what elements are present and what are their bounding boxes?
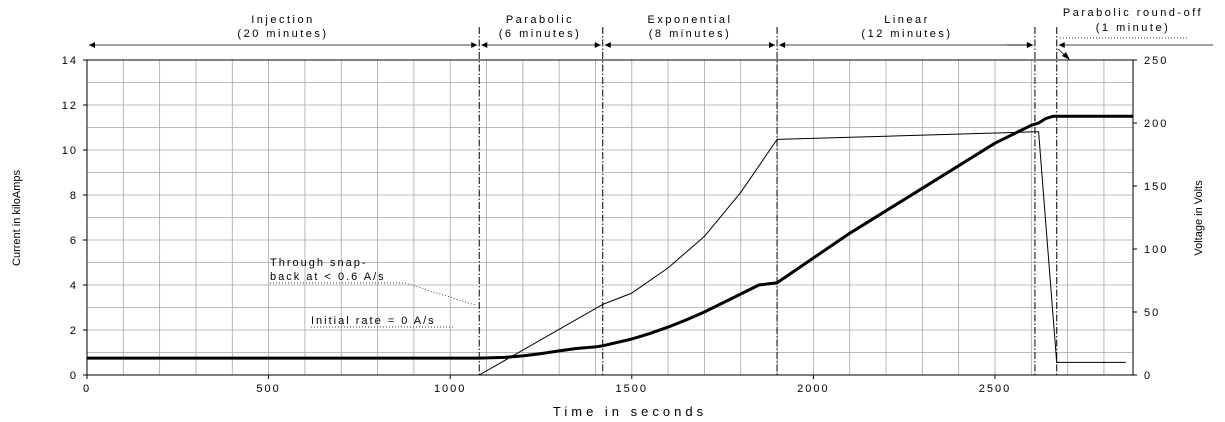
phase-header: Injection (20 minutes) Parabolic (6 minu… <box>89 7 1213 60</box>
phase-roundoff-name: Parabolic round-off <box>1063 7 1203 19</box>
x-tick-label: 2500 <box>979 383 1011 395</box>
annotation-snapback-leader <box>270 282 476 306</box>
phase-injection-name: Injection <box>251 14 314 26</box>
y-tick-label: 14 <box>62 55 78 67</box>
plot-frame <box>86 59 1134 376</box>
phase-injection-duration: (20 minutes) <box>237 28 328 40</box>
y-tick-label: 12 <box>62 100 78 112</box>
y2-tick-label: 250 <box>1144 55 1168 67</box>
y2-tick-label: 150 <box>1144 181 1168 193</box>
phase-arrow-head <box>89 42 95 48</box>
phase-arrow-head <box>1058 42 1065 48</box>
voltage-series-line <box>87 131 1126 376</box>
phase-arrows <box>89 42 1213 60</box>
y2-tick-label: 100 <box>1144 244 1168 256</box>
phase-linear-name: Linear <box>884 14 930 26</box>
phase-boundaries <box>478 27 1058 375</box>
phase-exponential-duration: (8 minutes) <box>649 28 732 40</box>
phase-linear-duration: (12 minutes) <box>861 28 952 40</box>
phase-arrow-head <box>594 42 601 48</box>
y-tick-label: 8 <box>70 190 78 202</box>
annotation-snapback-line2: back at < 0.6 A/s <box>270 271 386 283</box>
x-axis-title: Time in seconds <box>553 404 707 419</box>
phase-arrow-head <box>769 42 776 48</box>
y-tick-label: 2 <box>70 325 78 337</box>
x-tick-label: 500 <box>256 383 280 395</box>
annotation-snapback-line1: Through snap- <box>270 257 368 269</box>
current-series-line <box>87 114 1133 360</box>
y-tick-label: 6 <box>70 235 78 247</box>
phase-parabolic-duration: (6 minutes) <box>499 28 582 40</box>
phase-arrow-head <box>779 42 786 48</box>
phase-exponential-name: Exponential <box>648 14 733 26</box>
y2-tick-label: 0 <box>1144 370 1152 382</box>
grid <box>87 60 1133 375</box>
y2-tick-label: 50 <box>1144 307 1160 319</box>
phase-roundoff-duration: (1 minute) <box>1096 22 1171 34</box>
y-tick-label: 10 <box>62 145 78 157</box>
phase-arrow-head <box>471 42 478 48</box>
phase-parabolic-name: Parabolic <box>506 14 574 26</box>
x-tick-label: 0 <box>83 383 91 395</box>
y-axis-title: Current in kiloAmps <box>11 170 23 266</box>
phase-arrow-head <box>481 42 488 48</box>
phase-arrow-head <box>1026 42 1033 48</box>
y2-axis-title: Voltage in Volts <box>1193 180 1205 256</box>
y-tick-label: 4 <box>70 280 78 292</box>
y2-tick-label: 200 <box>1144 118 1168 130</box>
phase-arrow-head <box>604 42 611 48</box>
axis-ticks: 0 500 1000 1500 2000 2500 0 2 4 6 8 10 12 14 0 50 100 150… <box>62 55 1168 395</box>
x-tick-label: 1500 <box>616 383 648 395</box>
series-layer <box>87 114 1133 376</box>
x-tick-label: 1000 <box>434 383 466 395</box>
annotations: Through snap- back at < 0.6 A/s Initial … <box>270 37 1188 328</box>
annotation-initial-rate: Initial rate = 0 A/s <box>311 315 436 327</box>
x-tick-label: 2000 <box>797 383 829 395</box>
phase-roundoff-pointer-head <box>1062 52 1070 60</box>
y-tick-label: 0 <box>70 370 78 382</box>
